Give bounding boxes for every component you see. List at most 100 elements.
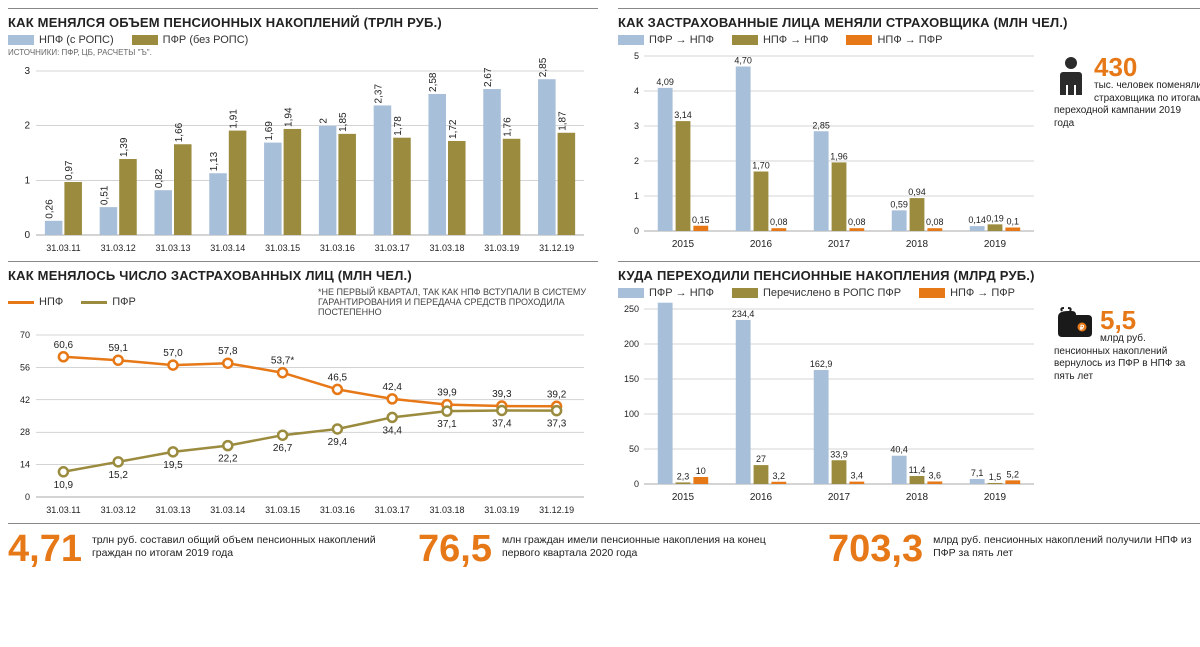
svg-text:31.12.19: 31.12.19	[539, 505, 574, 515]
svg-text:2,85: 2,85	[812, 120, 830, 130]
svg-text:22,2: 22,2	[218, 454, 238, 465]
svg-text:31.03.16: 31.03.16	[320, 505, 355, 515]
svg-text:2015: 2015	[672, 239, 695, 250]
svg-text:57,8: 57,8	[218, 346, 238, 357]
svg-text:0,82: 0,82	[154, 168, 165, 188]
svg-text:0,1: 0,1	[1007, 217, 1020, 227]
chart4-callout: ₽ 5,5 млрд руб. пенсионных накоплений ве…	[1054, 307, 1200, 383]
svg-text:2,37: 2,37	[373, 84, 384, 104]
svg-text:4,09: 4,09	[656, 77, 674, 87]
svg-text:3: 3	[24, 66, 30, 77]
svg-text:4,70: 4,70	[734, 56, 752, 66]
svg-text:31.03.13: 31.03.13	[155, 505, 190, 515]
svg-text:50: 50	[629, 444, 639, 454]
svg-text:162,9: 162,9	[810, 359, 833, 369]
svg-text:31.03.16: 31.03.16	[320, 243, 355, 253]
svg-text:2,85: 2,85	[538, 57, 549, 77]
svg-text:11,4: 11,4	[909, 465, 926, 475]
svg-text:1: 1	[634, 191, 639, 201]
svg-text:19,5: 19,5	[163, 460, 183, 471]
svg-text:3,4: 3,4	[851, 471, 864, 481]
svg-text:37,4: 37,4	[492, 418, 512, 429]
svg-text:33,9: 33,9	[830, 449, 848, 459]
svg-text:3,6: 3,6	[929, 470, 942, 480]
svg-text:39,2: 39,2	[547, 389, 567, 400]
svg-text:1,5: 1,5	[989, 472, 1002, 482]
svg-text:2017: 2017	[828, 239, 851, 250]
svg-text:2: 2	[24, 121, 30, 132]
svg-text:42,4: 42,4	[382, 382, 402, 393]
svg-text:42: 42	[20, 395, 30, 405]
svg-text:57,0: 57,0	[163, 348, 183, 359]
svg-text:0: 0	[634, 226, 639, 236]
svg-text:60,6: 60,6	[54, 340, 74, 351]
svg-text:37,3: 37,3	[547, 419, 567, 430]
svg-text:31.03.12: 31.03.12	[101, 505, 136, 515]
svg-text:3,2: 3,2	[773, 471, 786, 481]
svg-text:37,1: 37,1	[437, 419, 457, 430]
svg-text:200: 200	[624, 339, 639, 349]
svg-text:3,14: 3,14	[674, 110, 692, 120]
svg-text:0,15: 0,15	[692, 215, 710, 225]
svg-text:0,94: 0,94	[908, 187, 926, 197]
svg-text:1,87: 1,87	[557, 111, 568, 131]
dashboard: КАК МЕНЯЛСЯ ОБЪЕМ ПЕНСИОННЫХ НАКОПЛЕНИЙ …	[0, 0, 1200, 582]
footer-item-2: 703,3 млрд руб. пенсионных накоплений по…	[828, 532, 1200, 566]
svg-text:31.03.11: 31.03.11	[46, 243, 80, 253]
svg-text:2018: 2018	[906, 492, 929, 503]
svg-text:10,9: 10,9	[54, 480, 74, 491]
svg-text:1,96: 1,96	[830, 151, 848, 161]
svg-text:26,7: 26,7	[273, 443, 293, 454]
svg-text:2: 2	[319, 118, 330, 124]
svg-text:34,4: 34,4	[382, 425, 402, 436]
svg-text:31.03.15: 31.03.15	[265, 505, 300, 515]
svg-text:31.03.18: 31.03.18	[429, 505, 464, 515]
svg-text:1,76: 1,76	[503, 117, 514, 137]
svg-text:31.03.19: 31.03.19	[484, 243, 519, 253]
chart1-panel: КАК МЕНЯЛСЯ ОБЪЕМ ПЕНСИОННЫХ НАКОПЛЕНИЙ …	[8, 8, 598, 261]
svg-text:1,94: 1,94	[283, 107, 294, 127]
svg-text:31.03.14: 31.03.14	[210, 505, 245, 515]
svg-text:0,51: 0,51	[99, 185, 110, 205]
svg-text:1,70: 1,70	[752, 161, 770, 171]
svg-text:1,13: 1,13	[209, 151, 220, 171]
chart1-title: КАК МЕНЯЛСЯ ОБЪЕМ ПЕНСИОННЫХ НАКОПЛЕНИЙ …	[8, 15, 598, 30]
footer-item-1: 76,5 млн граждан имели пенсионные накопл…	[418, 532, 798, 566]
svg-text:2,67: 2,67	[483, 67, 494, 87]
svg-text:2018: 2018	[906, 239, 929, 250]
footer-stats: 4,71 трлн руб. составил общий объем пенс…	[8, 523, 1200, 574]
svg-text:1,39: 1,39	[119, 137, 130, 157]
wallet-icon: ₽	[1054, 307, 1094, 339]
chart3-title: КАК МЕНЯЛОСЬ ЧИСЛО ЗАСТРАХОВАННЫХ ЛИЦ (М…	[8, 268, 598, 283]
svg-text:31.12.19: 31.12.19	[539, 243, 574, 253]
svg-text:2019: 2019	[984, 239, 1007, 250]
chart3-panel: КАК МЕНЯЛОСЬ ЧИСЛО ЗАСТРАХОВАННЫХ ЛИЦ (М…	[8, 261, 598, 523]
svg-text:53,7*: 53,7*	[271, 356, 294, 367]
svg-text:0,08: 0,08	[926, 217, 944, 227]
svg-text:40,4: 40,4	[890, 445, 908, 455]
svg-text:2017: 2017	[828, 492, 851, 503]
svg-text:31.03.17: 31.03.17	[375, 505, 410, 515]
svg-text:2: 2	[634, 156, 639, 166]
svg-text:1,78: 1,78	[393, 116, 404, 136]
svg-text:31.03.15: 31.03.15	[265, 243, 300, 253]
svg-text:0: 0	[24, 230, 30, 241]
chart2-callout: 430 тыс. человек поменяли страховщика по…	[1054, 54, 1200, 130]
svg-text:31.03.19: 31.03.19	[484, 505, 519, 515]
chart1-legend: НПФ (с РОПС) ПФР (без РОПС)	[8, 34, 598, 46]
svg-text:1,69: 1,69	[264, 121, 275, 141]
svg-text:70: 70	[20, 330, 30, 340]
svg-text:4: 4	[634, 86, 639, 96]
svg-text:3: 3	[634, 121, 639, 131]
svg-text:59,1: 59,1	[108, 343, 128, 354]
svg-text:1,72: 1,72	[448, 119, 459, 139]
svg-text:14: 14	[20, 460, 30, 470]
svg-text:0,59: 0,59	[890, 199, 908, 209]
svg-text:0,08: 0,08	[848, 217, 866, 227]
svg-text:0,97: 0,97	[64, 160, 75, 180]
svg-text:0: 0	[25, 492, 30, 502]
svg-text:39,3: 39,3	[492, 389, 512, 400]
svg-text:29,4: 29,4	[328, 437, 348, 448]
svg-text:₽: ₽	[1080, 324, 1085, 332]
chart1-sources: ИСТОЧНИКИ: ПФР, ЦБ, РАСЧЕТЫ "Ъ".	[8, 48, 598, 57]
